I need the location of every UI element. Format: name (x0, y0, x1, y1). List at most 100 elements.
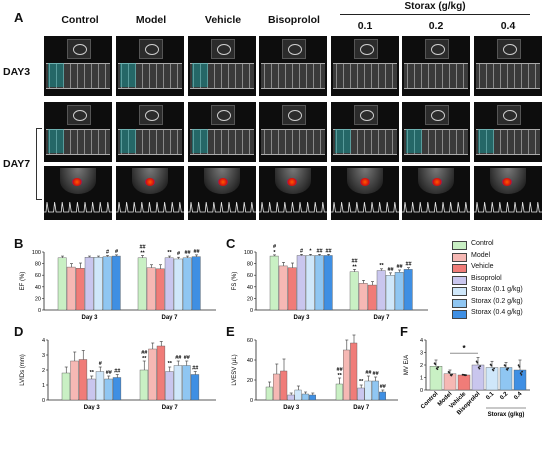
pulsed-wave-trace (402, 201, 470, 213)
m-mode-trace (190, 129, 254, 155)
panel-label-d: D (14, 324, 24, 339)
column-header-storax-0-1: 0.1 (357, 20, 373, 32)
bar (84, 257, 94, 311)
significance-mark: ** (337, 373, 342, 379)
legend-swatch (452, 275, 467, 285)
echo-image (402, 36, 470, 96)
panel-label-c: C (226, 236, 236, 251)
echo-image (402, 166, 470, 220)
day7-bracket (36, 128, 42, 200)
data-point (463, 374, 466, 377)
significance-mark: ** (168, 361, 173, 367)
significance-mark: ## (193, 249, 199, 255)
bar (499, 367, 513, 391)
data-point (493, 367, 495, 370)
x-category-label: 0.2 (499, 391, 510, 402)
data-point (503, 364, 506, 366)
bar (294, 389, 302, 401)
y-tick-label: 0 (250, 398, 253, 404)
color-flow (218, 178, 228, 186)
bar (57, 257, 67, 311)
bar (314, 255, 324, 311)
significance-mark: ## (316, 248, 322, 254)
legend-swatch (452, 241, 467, 250)
echo-image (116, 102, 184, 162)
ventricle-outline (431, 44, 445, 55)
ventricle-outline (503, 110, 517, 121)
echo-image (188, 102, 256, 162)
data-point (465, 374, 467, 376)
bar (273, 373, 281, 401)
short-axis-view (67, 39, 91, 59)
significance-mark: ## (373, 371, 379, 377)
significance-mark: * (273, 250, 276, 256)
bar (403, 269, 413, 311)
data-point (491, 368, 494, 371)
storax-header-line (340, 14, 530, 15)
short-axis-view (282, 39, 306, 59)
color-flow (502, 178, 512, 186)
significance-mark: # (106, 249, 109, 255)
significance-mark: # (115, 249, 118, 255)
bar (301, 393, 309, 401)
x-category-label: Day 7 (353, 405, 370, 410)
significance-mark: ## (387, 267, 393, 273)
short-axis-view (497, 39, 521, 59)
bar (305, 255, 315, 311)
x-category-label: Day 7 (161, 315, 178, 321)
y-tick-label: 4 (42, 338, 45, 344)
short-axis-view (139, 105, 163, 125)
m-mode-trace (46, 63, 110, 89)
echo-image (44, 36, 112, 96)
significance-mark: * (462, 344, 466, 353)
bar (385, 275, 395, 311)
measurement-overlay (48, 129, 64, 153)
short-axis-view (282, 105, 306, 125)
y-tick-label: 0 (38, 308, 41, 314)
column-header-vehicle: Vehicle (204, 14, 242, 26)
significance-mark: ## (192, 366, 198, 372)
data-point (449, 374, 452, 376)
y-tick-label: 20 (35, 296, 41, 302)
bar (287, 267, 297, 311)
bar (308, 394, 316, 401)
y-tick-label: 40 (247, 285, 253, 291)
data-point (520, 373, 523, 376)
bar (323, 255, 333, 311)
bar (278, 265, 288, 311)
bar (287, 394, 295, 401)
data-point (461, 373, 464, 376)
panel-label-a: A (14, 10, 24, 25)
significance-mark: ## (184, 355, 190, 361)
ventricle-outline (288, 110, 302, 121)
significance-mark: ## (141, 350, 147, 356)
bar (61, 372, 71, 401)
bar (93, 257, 103, 311)
legend-swatch (452, 252, 467, 262)
echo-image (259, 102, 327, 162)
bar (296, 255, 306, 311)
significance-mark: ## (139, 244, 145, 250)
echo-image (44, 166, 112, 220)
significance-mark: ## (396, 264, 402, 270)
measurement-overlay (120, 129, 136, 153)
y-tick-label: 100 (32, 250, 41, 256)
data-point (519, 372, 522, 375)
row-label-day3: DAY3 (3, 66, 31, 78)
bar (182, 257, 192, 311)
significance-mark: ## (405, 262, 411, 268)
y-axis-label: LVIDs (mm) (20, 354, 26, 386)
short-axis-view (354, 105, 378, 125)
significance-mark: # (273, 244, 276, 250)
y-axis-label: MV E/A (404, 355, 410, 375)
significance-mark: ## (351, 258, 357, 264)
m-mode-trace (404, 63, 468, 89)
y-tick-label: 1 (42, 383, 45, 389)
bar (165, 371, 174, 401)
y-tick-label: 20 (247, 378, 253, 384)
echo-image (116, 36, 184, 96)
echo-image (259, 36, 327, 96)
echo-image (474, 36, 542, 96)
